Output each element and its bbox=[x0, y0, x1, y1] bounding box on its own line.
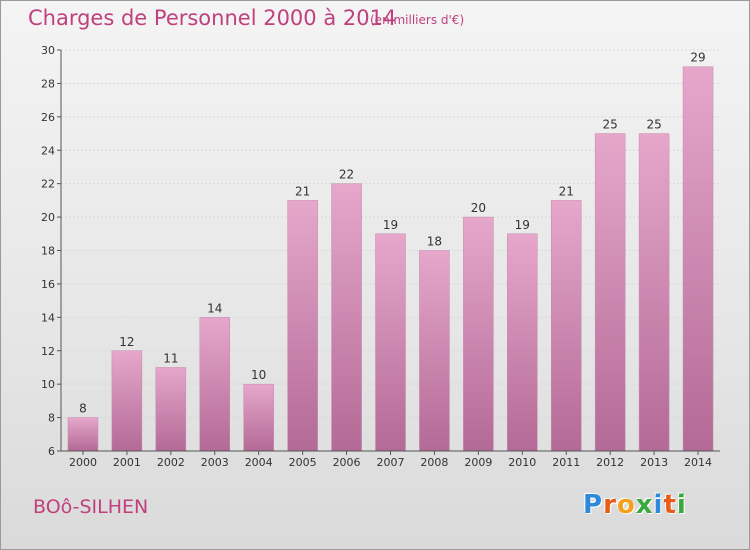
y-tick-label: 22 bbox=[41, 178, 55, 191]
bar-2009 bbox=[463, 216, 494, 452]
bar-2006 bbox=[331, 183, 362, 452]
y-tick-label: 26 bbox=[41, 111, 55, 124]
value-label-2010: 19 bbox=[515, 218, 530, 232]
x-tick-label-2002: 2002 bbox=[157, 456, 185, 469]
y-tick-label: 16 bbox=[41, 278, 55, 291]
bar-2002 bbox=[155, 367, 187, 452]
logo-letter: i bbox=[653, 490, 664, 520]
bar-2000 bbox=[67, 417, 99, 452]
x-tick-label-2000: 2000 bbox=[69, 456, 97, 469]
logo-letter: x bbox=[635, 490, 654, 520]
bar-2004 bbox=[243, 383, 274, 452]
value-label-2002: 11 bbox=[163, 351, 178, 365]
value-label-2003: 14 bbox=[207, 301, 222, 315]
value-label-2006: 22 bbox=[339, 168, 354, 182]
chart-subtitle: (en milliers d'€) bbox=[370, 13, 465, 27]
bar-2012 bbox=[594, 133, 626, 452]
bars: 8 12 11 14 10 21 22 19 18 20 19 21 25 25 29 bbox=[67, 51, 714, 452]
logo-letter: P bbox=[583, 490, 604, 520]
x-tick-label-2005: 2005 bbox=[289, 456, 317, 469]
x-tick-label-2008: 2008 bbox=[420, 456, 448, 469]
x-tick-label-2007: 2007 bbox=[377, 456, 405, 469]
x-tick-label-2006: 2006 bbox=[333, 456, 361, 469]
y-tick-label: 6 bbox=[48, 445, 55, 458]
x-tick-label-2012: 2012 bbox=[596, 456, 624, 469]
bar-2003 bbox=[199, 317, 231, 452]
value-label-2013: 25 bbox=[646, 118, 661, 132]
value-label-2007: 19 bbox=[383, 218, 398, 232]
value-label-2011: 21 bbox=[559, 184, 574, 198]
proxiti-logo[interactable]: Proxiti bbox=[583, 490, 687, 520]
x-tick-label-2013: 2013 bbox=[640, 456, 668, 469]
value-label-2005: 21 bbox=[295, 184, 310, 198]
bar-2011 bbox=[550, 200, 582, 452]
bar-2001 bbox=[111, 350, 143, 452]
bar-2010 bbox=[507, 233, 538, 452]
y-tick-label: 20 bbox=[41, 211, 55, 224]
y-tick-label: 28 bbox=[41, 77, 55, 90]
y-tick-label: 24 bbox=[41, 144, 55, 157]
y-tick-label: 12 bbox=[41, 345, 55, 358]
axes: 6 8 10 12 14 16 18 20 22 24 26 28 30 2000 2001 2002 2003… bbox=[41, 44, 720, 469]
y-tick-label: 14 bbox=[41, 311, 55, 324]
value-label-2014: 29 bbox=[690, 51, 705, 65]
logo-letter: o bbox=[616, 490, 636, 520]
value-label-2012: 25 bbox=[603, 118, 618, 132]
x-tick-label-2014: 2014 bbox=[684, 456, 712, 469]
value-label-2009: 20 bbox=[471, 201, 486, 215]
logo-letter: r bbox=[603, 490, 617, 520]
logo-letter: t bbox=[663, 490, 677, 520]
y-tick-label: 18 bbox=[41, 245, 55, 258]
y-tick-label: 8 bbox=[48, 412, 55, 425]
bar-2014 bbox=[682, 66, 714, 452]
value-label-2008: 18 bbox=[427, 235, 442, 249]
town-name: BOô-SILHEN bbox=[33, 496, 149, 518]
value-label-2004: 10 bbox=[251, 368, 266, 382]
bar-2013 bbox=[638, 133, 670, 452]
value-label-2001: 12 bbox=[119, 335, 134, 349]
bar-2007 bbox=[375, 233, 406, 452]
bar-2005 bbox=[287, 200, 318, 452]
x-tick-label-2001: 2001 bbox=[113, 456, 141, 469]
logo-letter: i bbox=[676, 490, 687, 520]
value-label-2000: 8 bbox=[79, 402, 87, 416]
y-tick-label: 10 bbox=[41, 378, 55, 391]
x-tick-label-2003: 2003 bbox=[201, 456, 229, 469]
y-tick-label: 30 bbox=[41, 44, 55, 57]
x-tick-label-2009: 2009 bbox=[464, 456, 492, 469]
chart-title: Charges de Personnel 2000 à 2014 bbox=[28, 6, 397, 30]
x-tick-label-2010: 2010 bbox=[508, 456, 536, 469]
x-tick-label-2004: 2004 bbox=[245, 456, 273, 469]
bar-2008 bbox=[419, 250, 450, 452]
x-tick-label-2011: 2011 bbox=[552, 456, 580, 469]
